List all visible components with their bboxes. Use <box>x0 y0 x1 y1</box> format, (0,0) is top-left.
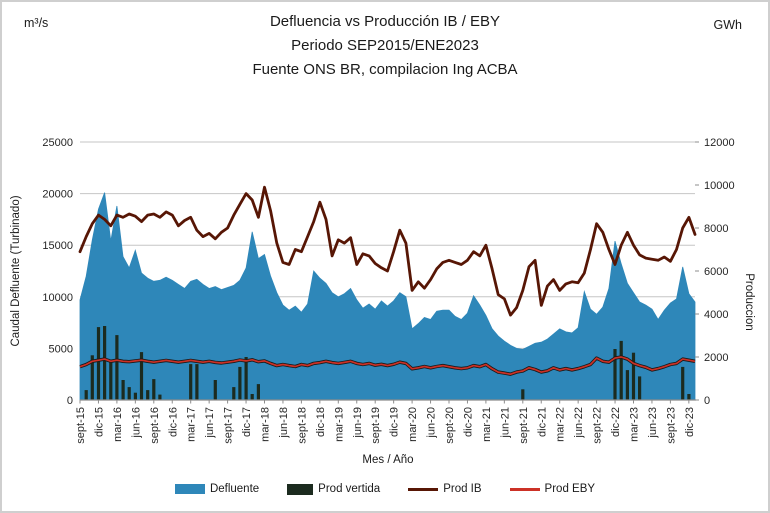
svg-text:dic-21: dic-21 <box>536 407 548 437</box>
svg-text:mar-23: mar-23 <box>629 407 641 442</box>
svg-text:20000: 20000 <box>42 189 73 201</box>
svg-text:sept-16: sept-16 <box>149 407 161 444</box>
svg-text:10000: 10000 <box>42 292 73 304</box>
svg-text:6000: 6000 <box>704 266 728 278</box>
left-axis-unit: m³/s <box>24 16 49 30</box>
svg-text:jun-22: jun-22 <box>573 407 585 439</box>
svg-text:10000: 10000 <box>704 180 735 192</box>
legend-label: Prod IB <box>443 483 482 495</box>
chart-title-line3: Fuente ONS BR, compilacion Ing ACBA <box>252 61 518 78</box>
right-axis-unit: GWh <box>713 18 742 32</box>
svg-text:mar-20: mar-20 <box>407 407 419 442</box>
svg-text:5000: 5000 <box>49 343 73 355</box>
legend-label: Prod vertida <box>318 483 381 495</box>
svg-text:0: 0 <box>67 395 73 407</box>
svg-text:dic-17: dic-17 <box>241 407 253 437</box>
legend-item-prod-ib: Prod IB <box>408 483 482 495</box>
svg-text:sept-20: sept-20 <box>444 407 456 444</box>
svg-text:mar-19: mar-19 <box>333 407 345 442</box>
svg-text:jun-18: jun-18 <box>278 407 290 439</box>
svg-text:mar-21: mar-21 <box>481 407 493 442</box>
svg-text:jun-17: jun-17 <box>204 407 216 439</box>
legend-item-prod-eby: Prod EBY <box>509 483 596 495</box>
svg-text:8000: 8000 <box>704 223 728 235</box>
svg-text:dic-15: dic-15 <box>93 407 105 437</box>
chart-title-line1: Defluencia vs Producción IB / EBY <box>269 13 501 30</box>
svg-text:sept-22: sept-22 <box>592 407 604 444</box>
legend-item-defluente: Defluente <box>174 483 260 495</box>
svg-text:sept-18: sept-18 <box>296 407 308 444</box>
legend-label: Defluente <box>209 483 260 495</box>
svg-text:jun-23: jun-23 <box>647 407 659 439</box>
svg-text:mar-18: mar-18 <box>260 407 272 442</box>
svg-text:2000: 2000 <box>704 352 728 364</box>
svg-text:jun-19: jun-19 <box>352 407 364 439</box>
svg-text:dic-19: dic-19 <box>389 407 401 437</box>
svg-text:sept-17: sept-17 <box>223 407 235 444</box>
prod-eby-line-swatch <box>509 487 540 491</box>
svg-text:sept-19: sept-19 <box>370 407 382 444</box>
svg-text:12000: 12000 <box>704 137 735 149</box>
svg-text:jun-16: jun-16 <box>130 407 142 439</box>
svg-text:dic-22: dic-22 <box>610 407 622 437</box>
svg-text:sept-15: sept-15 <box>75 407 87 444</box>
svg-text:jun-21: jun-21 <box>499 407 511 439</box>
svg-text:4000: 4000 <box>704 309 728 321</box>
y-left-axis-title: Caudal Defluente (Turbinado) <box>10 195 22 347</box>
legend-item-prod-vertida: Prod vertida <box>287 483 380 495</box>
svg-text:mar-16: mar-16 <box>112 407 124 442</box>
prod-ib-line-swatch <box>408 487 439 491</box>
defluente-area-swatch <box>174 484 205 494</box>
chart-title: Defluencia vs Producción IB / EBY Period… <box>2 10 768 82</box>
svg-text:0: 0 <box>704 395 710 407</box>
prod-vertida-bar-swatch <box>287 483 314 495</box>
svg-text:sept-21: sept-21 <box>518 407 530 444</box>
svg-text:jun-20: jun-20 <box>426 407 438 439</box>
x-axis-title: Mes / Año <box>362 454 414 466</box>
svg-text:25000: 25000 <box>42 137 73 149</box>
svg-text:15000: 15000 <box>42 240 73 252</box>
chart-legend: Defluente Prod vertida Prod IB Prod EBY <box>2 483 768 495</box>
svg-text:dic-18: dic-18 <box>315 407 327 437</box>
svg-text:mar-17: mar-17 <box>186 407 198 442</box>
svg-text:sept-23: sept-23 <box>665 407 677 444</box>
y-right-axis-title: Produccion <box>743 273 755 331</box>
svg-text:dic-23: dic-23 <box>684 407 696 437</box>
svg-text:dic-16: dic-16 <box>167 407 179 437</box>
svg-text:dic-20: dic-20 <box>462 407 474 437</box>
chart-title-line2: Periodo SEP2015/ENE2023 <box>291 37 479 54</box>
svg-text:mar-22: mar-22 <box>555 407 567 442</box>
legend-label: Prod EBY <box>544 483 596 495</box>
